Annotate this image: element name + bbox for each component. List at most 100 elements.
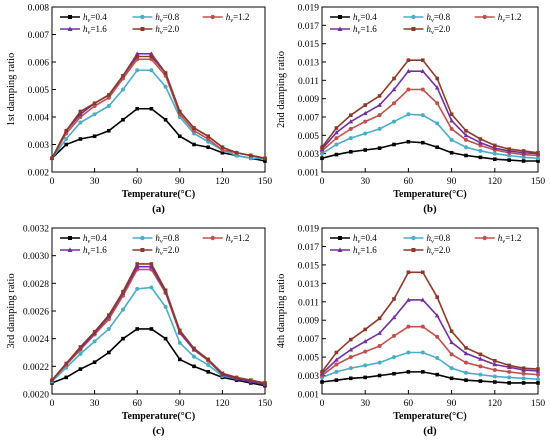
data-point — [163, 304, 168, 309]
legend-var: h — [426, 24, 431, 34]
x-tick-label: 150 — [258, 399, 273, 409]
data-point — [521, 159, 526, 163]
data-point — [464, 370, 468, 375]
y-tick-label: 0.006 — [28, 59, 50, 69]
legend-marker — [411, 27, 416, 31]
y-tick-label: 0.008 — [28, 4, 50, 14]
data-point — [406, 112, 411, 117]
data-point — [406, 87, 411, 92]
data-point — [377, 360, 382, 365]
data-point — [478, 364, 483, 369]
data-point — [449, 376, 454, 381]
data-point — [348, 366, 353, 371]
legend-label: hv=2.0 — [155, 245, 179, 257]
data-point — [64, 128, 68, 133]
data-point — [478, 155, 483, 160]
panel-label: (c) — [152, 425, 165, 437]
data-point — [363, 131, 368, 136]
legend-label: hv=0.8 — [426, 12, 450, 24]
data-point — [135, 327, 139, 331]
data-point — [492, 368, 497, 373]
data-point — [249, 153, 253, 158]
data-point — [92, 329, 97, 334]
legend-value: =0.4 — [360, 233, 377, 243]
legend-var: h — [353, 12, 358, 22]
x-tick-label: 30 — [90, 399, 100, 409]
data-point — [521, 371, 526, 376]
y-tick-label: 0.0028 — [23, 280, 49, 290]
data-point — [363, 327, 367, 332]
legend-value: =1.6 — [90, 245, 107, 255]
series-line — [321, 325, 539, 377]
data-point — [392, 142, 396, 147]
legend-entry: hv=1.6 — [60, 245, 107, 257]
legend-sub: v — [358, 250, 361, 257]
y-tick-label: 0.015 — [298, 261, 320, 271]
data-point — [92, 112, 97, 117]
x-tick-label: 120 — [488, 399, 503, 409]
data-point — [536, 150, 540, 155]
data-point — [421, 270, 425, 275]
legend-label: hv=1.6 — [83, 245, 107, 257]
data-point — [135, 286, 140, 291]
data-point — [464, 360, 468, 365]
data-point — [435, 334, 440, 339]
data-point — [420, 68, 426, 73]
series-hv-1-2 — [320, 87, 540, 158]
data-point — [263, 156, 267, 161]
data-point — [392, 76, 396, 81]
legend-marker — [67, 26, 73, 31]
legend-value: =0.4 — [90, 12, 107, 22]
y-tick-label: 0.0026 — [23, 308, 49, 318]
legend-sub: v — [502, 17, 505, 24]
legend-marker — [68, 15, 72, 19]
legend-value: =2.0 — [163, 24, 180, 34]
data-point — [206, 134, 210, 139]
series-hv-2-0 — [320, 58, 540, 155]
legend-value: =0.8 — [163, 12, 180, 22]
data-point — [121, 307, 125, 312]
data-point — [435, 76, 439, 81]
data-point — [92, 360, 97, 364]
legend-label: hv=0.8 — [426, 233, 450, 245]
legend-marker — [337, 26, 343, 31]
data-point — [507, 375, 512, 380]
data-point — [334, 378, 339, 382]
data-point — [420, 87, 425, 92]
data-point — [406, 324, 411, 329]
data-point — [392, 333, 396, 338]
data-point — [50, 156, 54, 161]
data-point — [163, 336, 168, 341]
x-tick-label: 30 — [360, 399, 370, 409]
data-point — [377, 373, 382, 378]
x-tick-label: 90 — [447, 399, 457, 409]
legend-var: h — [155, 245, 160, 255]
legend-sub: v — [431, 238, 434, 245]
legend-sub: v — [358, 238, 361, 245]
legend-var: h — [426, 12, 431, 22]
legend-value: =1.6 — [90, 24, 107, 34]
legend: hv=0.4 hv=0.8 hv=1.2hv=1.6 hv=2.0 — [60, 12, 249, 36]
y-axis-title: 1st damping ratio — [6, 53, 17, 127]
data-point — [478, 372, 483, 377]
panel-label: (b) — [423, 203, 437, 215]
data-point — [493, 157, 497, 161]
data-point — [50, 378, 54, 382]
data-point — [149, 285, 154, 290]
data-point — [192, 142, 196, 147]
series-hv-2-0 — [50, 262, 267, 385]
data-point — [406, 139, 411, 144]
data-point — [406, 270, 411, 275]
data-point — [149, 327, 154, 331]
data-point — [163, 84, 168, 89]
data-point — [163, 71, 168, 75]
legend-entry: hv=0.8 — [132, 233, 180, 245]
y-tick-label: 0.0032 — [23, 225, 49, 235]
legend-var: h — [83, 245, 88, 255]
data-point — [135, 106, 139, 111]
data-point — [478, 356, 483, 361]
data-point — [149, 54, 154, 59]
legend-marker — [67, 247, 73, 252]
x-axis-title: Temperature(°C) — [393, 411, 466, 422]
legend-label: hv=2.0 — [426, 24, 450, 36]
